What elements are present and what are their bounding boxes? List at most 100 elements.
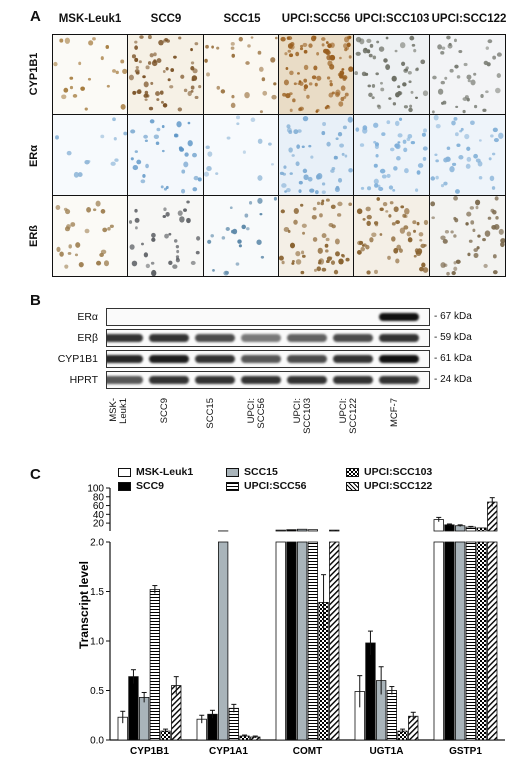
bar [476,527,487,532]
micrograph-cell [354,35,430,116]
micrograph-cell [354,115,430,196]
western-blot-cyp1b1 [106,350,430,368]
bar [444,524,455,532]
micrograph-cell [128,115,204,196]
blot-band [379,313,419,321]
blot-band [149,376,189,384]
micrograph-cell [128,35,204,116]
bar [217,541,229,741]
micrograph-cell [128,195,204,276]
bar [487,541,498,741]
kda-marker: - 24 kDa [434,374,472,385]
blot-band [333,376,373,384]
bar [329,529,340,532]
kda-marker: - 59 kDa [434,332,472,343]
blot-band [241,355,281,363]
micrograph-cell [203,195,279,276]
bar [454,541,466,741]
blot-band [287,334,327,342]
western-blot-erb [106,329,430,347]
blot-band [149,334,189,342]
y-axis-label: Transcript level [77,561,91,649]
micrograph-cell [354,195,430,276]
bar [275,529,286,532]
legend-item: UPCI:SCC56 [226,480,306,492]
legend-item: UPCI:SCC122 [346,480,432,492]
legend-item: MSK-Leuk1 [118,466,193,478]
bar [365,642,376,741]
blot-band [107,355,143,363]
x-tick-label: CYP1A1 [209,746,248,757]
bar [476,541,487,741]
column-header: UPCI:SCC122 [431,13,507,25]
micrograph-cell [203,35,279,116]
blot-band [287,376,327,384]
ihc-image-grid [52,34,506,277]
legend-label: UPCI:SCC122 [364,480,433,492]
blot-band [149,355,189,363]
column-header: SCC9 [150,13,182,25]
micrograph-cell [53,115,129,196]
bar [433,541,444,741]
bar [307,529,319,532]
blot-label: HPRT [69,374,98,386]
bar [465,541,477,741]
blot-band [379,334,419,342]
blot-band [107,376,143,384]
micrograph-cell [203,115,279,196]
bar [128,676,139,741]
bar [149,589,161,741]
legend-item: SCC15 [226,466,278,478]
panel-b-letter: B [30,292,41,309]
micrograph-cell [429,195,505,276]
micrograph-cell [279,195,355,276]
column-header: MSK-Leuk1 [58,13,122,25]
bar [386,690,398,741]
legend-label: SCC9 [136,480,165,492]
y-tick-label: 0.5 [90,686,104,697]
legend-swatch [226,467,239,477]
y-tick-label: 1.5 [90,587,104,598]
bar [228,707,240,741]
micrograph-cell [429,115,505,196]
bar [275,541,286,741]
panel-c-letter: C [30,466,41,483]
x-tick-label: CYP1B1 [130,746,169,757]
blot-band [241,376,281,384]
legend-swatch [346,467,359,477]
legend-label: UPCI:SCC56 [244,480,307,492]
western-blot-era [106,308,430,326]
blot-band [333,355,373,363]
legend-label: SCC15 [244,466,278,478]
bar [286,541,297,741]
legend-swatch [118,481,131,491]
column-header: UPCI:SCC103 [354,13,430,25]
blot-label: CYP1B1 [57,353,98,365]
bar [307,541,319,741]
legend-label: MSK-Leuk1 [136,466,194,478]
blot-band [287,355,327,363]
y-tick-label: 0.0 [90,736,104,747]
micrograph-cell [53,195,129,276]
y-tick-label: 20 [93,519,105,530]
blot-band [333,334,373,342]
bar [286,529,297,532]
column-header: UPCI:SCC56 [281,13,351,25]
y-tick-label: 1.0 [90,637,104,648]
blot-band [379,355,419,363]
bar [329,541,340,741]
blot-label: ERα [77,311,98,323]
legend-swatch [118,467,131,477]
bar [296,528,308,532]
legend-swatch [346,481,359,491]
blot-band [107,334,143,342]
blot-band [379,376,419,384]
legend-swatch [226,481,239,491]
micrograph-cell [279,115,355,196]
x-tick-label: COMT [293,746,322,757]
blot-band [195,334,235,342]
column-header: SCC15 [223,13,261,25]
micrograph-cell [279,35,355,116]
micrograph-cell [429,35,505,116]
